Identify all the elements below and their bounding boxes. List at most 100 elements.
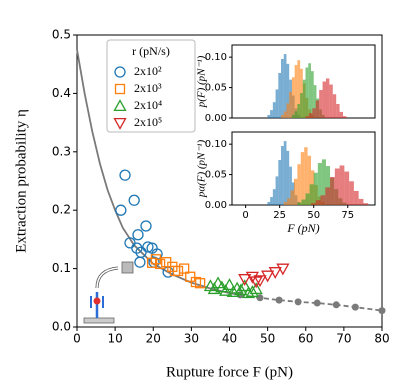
hist-bar — [315, 100, 320, 118]
legend-marker — [114, 66, 126, 78]
marker — [119, 169, 131, 181]
marker — [219, 283, 233, 296]
hist-bar — [310, 203, 316, 205]
hist-bar — [319, 90, 323, 118]
legend-marker — [114, 83, 126, 95]
marker — [261, 270, 275, 283]
hist-bar — [281, 58, 284, 118]
hist-bar — [291, 77, 295, 118]
inset-x-label: F (pN) — [286, 221, 319, 235]
hist-bar — [294, 65, 298, 118]
hist-bar — [275, 89, 279, 118]
marker — [115, 204, 127, 216]
hist-bar — [302, 79, 306, 118]
hist-bar — [342, 116, 347, 118]
x-tick-label: 60 — [298, 332, 313, 346]
hist-bar — [336, 104, 340, 118]
x-tick-label: 30 — [184, 332, 199, 346]
marker — [169, 265, 181, 277]
hist-bar — [363, 203, 369, 205]
hist-bar — [287, 198, 291, 205]
inset-y-label: pα(F) (pN⁻¹) — [196, 139, 208, 198]
hist-bar — [307, 155, 311, 205]
hist-bar — [283, 201, 288, 205]
hist-bar — [297, 164, 301, 205]
marker — [128, 194, 140, 206]
hist-bar — [332, 94, 337, 118]
hist-bar — [313, 172, 318, 205]
hist-bar — [289, 91, 292, 118]
hist-bar — [305, 116, 309, 118]
marker — [268, 267, 282, 279]
marker — [194, 278, 206, 289]
marker — [140, 220, 152, 232]
x-tick-label: 50 — [260, 332, 275, 346]
hist-bar — [272, 102, 276, 118]
y-tick-label: 0.2 — [52, 203, 71, 217]
legend-label: 2x10³ — [134, 81, 162, 95]
marker — [275, 296, 283, 304]
marker — [185, 271, 196, 282]
marker — [207, 282, 221, 295]
marker — [238, 279, 252, 292]
hist-bar — [334, 168, 340, 205]
y-tick-label: 0.0 — [52, 320, 71, 334]
hist-bar — [267, 114, 271, 118]
hist-bar — [270, 110, 273, 118]
hist-bar — [304, 147, 308, 205]
x-axis-label: Rupture force F (pN) — [166, 364, 293, 380]
marker — [132, 229, 144, 241]
x-tick-label: 0 — [73, 332, 81, 346]
hist-bar — [291, 114, 295, 118]
marker — [313, 299, 321, 307]
marker — [253, 275, 267, 288]
marker — [332, 301, 340, 309]
y-tick-label: 0.3 — [52, 144, 71, 158]
marker — [234, 283, 248, 296]
hist-bar — [286, 150, 290, 205]
legend-label: 2x10² — [134, 64, 162, 78]
marker — [142, 241, 154, 253]
legend-marker — [113, 117, 127, 130]
x-tick-label: 10 — [107, 332, 122, 346]
hist-bar — [300, 152, 305, 205]
hist-bar — [301, 199, 306, 205]
hist-bar — [349, 181, 354, 205]
hist-bar — [305, 193, 310, 205]
hist-bar — [308, 63, 311, 118]
hist-bar — [281, 114, 284, 118]
y-tick-label: 0.00 — [205, 200, 227, 211]
hist-bar — [283, 54, 287, 118]
hist-bar — [281, 145, 284, 205]
hist-bar — [270, 197, 273, 205]
hist-bar — [309, 184, 314, 205]
x-tick-label: 50 — [307, 210, 320, 221]
marker — [131, 242, 143, 254]
y-tick-label: 0.4 — [52, 86, 71, 100]
hist-bar — [322, 81, 326, 118]
hist-bar — [278, 159, 282, 205]
hist-bar — [267, 201, 271, 205]
marker — [146, 257, 158, 268]
legend-title: r (pN/s) — [132, 44, 170, 58]
hist-bar — [300, 93, 303, 118]
hist-bar — [272, 189, 276, 205]
x-tick-label: 0 — [242, 210, 248, 221]
hist-bar — [344, 171, 350, 205]
hist-bar — [329, 84, 333, 118]
x-tick-label: 75 — [341, 210, 354, 221]
x-tick-label: 70 — [336, 332, 351, 346]
y-tick-label: 0.05 — [205, 83, 227, 94]
hist-bar — [325, 78, 330, 118]
marker — [245, 285, 259, 298]
marker — [294, 298, 302, 306]
y-tick-label: 0.1 — [52, 261, 71, 275]
hist-bar — [308, 113, 313, 118]
y-axis-label: Extraction probability η — [13, 109, 29, 253]
hist-bar — [315, 200, 321, 205]
x-tick-label: 80 — [374, 332, 389, 346]
legend-label: 2x10⁴ — [134, 98, 162, 112]
marker — [378, 307, 386, 315]
hist-bar — [278, 72, 282, 118]
x-tick-label: 40 — [222, 332, 237, 346]
